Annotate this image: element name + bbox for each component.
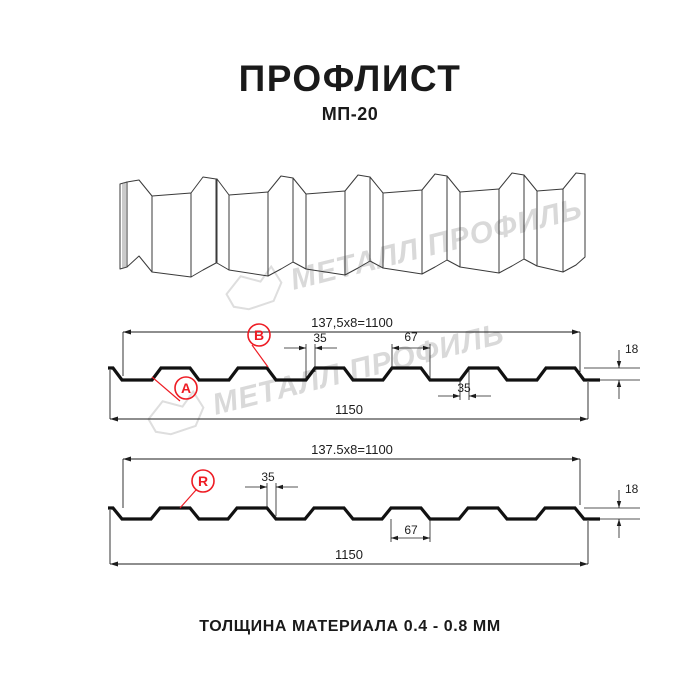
watermark-upper: МЕТАЛЛ ПРОФИЛЬ — [225, 192, 586, 311]
dimension-label-67-1: 67 — [404, 330, 418, 344]
dimension-label-18-1: 18 — [625, 342, 639, 356]
dimension-35-right-1 — [438, 368, 491, 400]
watermark-logo-icon — [225, 264, 283, 311]
corrugated-sheet-isometric — [119, 172, 586, 278]
watermark-text: МЕТАЛЛ ПРОФИЛЬ — [287, 192, 586, 296]
bottom-dimension-group-2 — [109, 510, 589, 567]
top-dimension-label-2: 137.5x8=1100 — [311, 442, 393, 457]
top-dimension-group-1 — [122, 329, 581, 376]
profile-outline-top — [108, 366, 600, 382]
dimension-35-left-2 — [245, 483, 298, 516]
marker-r-label: R — [198, 473, 208, 489]
marker-r[interactable]: R — [179, 469, 215, 509]
bottom-dimension-label-2: 1150 — [335, 547, 363, 562]
dimension-67-1 — [391, 344, 431, 380]
dimension-18-2 — [584, 490, 640, 538]
bottom-dimension-label-1: 1150 — [335, 402, 363, 417]
bottom-dimension-group-1 — [109, 370, 589, 422]
dimension-label-35-left-1: 35 — [313, 331, 327, 345]
top-dimension-label-1: 137,5x8=1100 — [311, 315, 393, 330]
dimension-67-2 — [390, 519, 431, 542]
marker-b[interactable]: B — [247, 323, 271, 368]
dimension-35-left-1 — [284, 344, 337, 380]
dimension-label-67-2: 67 — [404, 523, 418, 537]
top-dimension-group-2 — [122, 456, 581, 508]
page-subtitle: МП-20 — [321, 104, 379, 124]
cross-section-bottom: 137.5x8=1100 35 67 — [108, 442, 640, 567]
dimension-18-1 — [584, 350, 640, 399]
cross-section-top: 137,5x8=1100 35 67 — [108, 315, 640, 422]
page-title: ПРОФЛИСТ — [238, 58, 462, 99]
marker-b-label: B — [254, 327, 264, 343]
dimension-label-35-right-1: 35 — [457, 381, 471, 395]
watermark-logo-icon — [147, 389, 205, 436]
dimension-label-18-2: 18 — [625, 482, 639, 496]
profile-outline-bottom — [108, 506, 600, 521]
marker-a-label: A — [181, 380, 191, 396]
marker-a[interactable]: A — [151, 376, 198, 402]
material-thickness-note: ТОЛЩИНА МАТЕРИАЛА 0.4 - 0.8 ММ — [199, 618, 501, 635]
dimension-label-35-left-2: 35 — [261, 470, 275, 484]
